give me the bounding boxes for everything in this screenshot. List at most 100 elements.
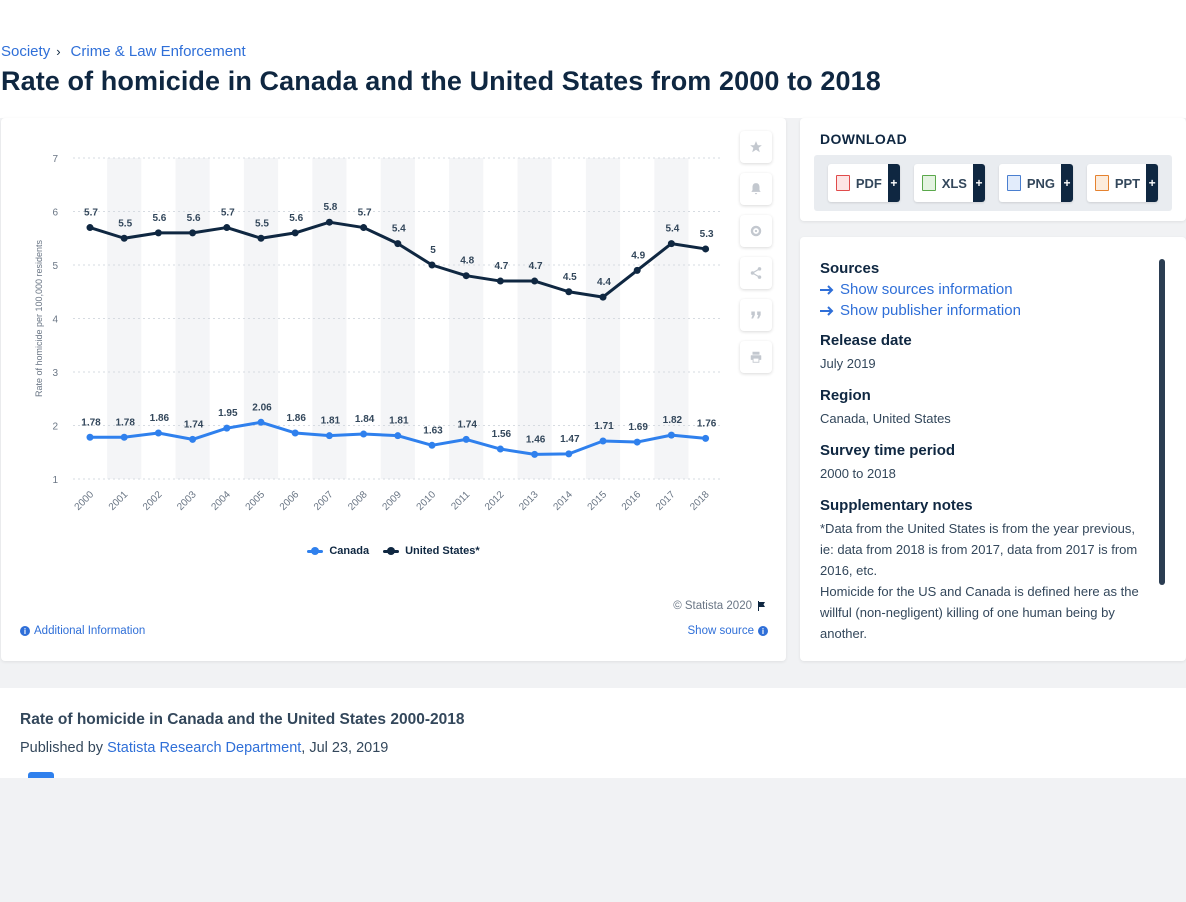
legend-item-canada[interactable]: Canada (307, 545, 369, 557)
flag-icon[interactable] (756, 600, 768, 612)
plus-icon: + (1061, 164, 1073, 202)
data-point-us (428, 261, 436, 269)
show-source-link[interactable]: Show source i (688, 625, 768, 637)
data-label-us: 5.7 (221, 208, 235, 219)
data-label-canada: 1.56 (492, 429, 512, 440)
tab-indicator[interactable] (28, 772, 54, 778)
y-tick-label: 4 (52, 315, 58, 326)
x-tick-label: 2004 (209, 489, 233, 513)
y-tick-label: 3 (52, 368, 58, 379)
data-label-canada: 1.84 (355, 414, 375, 425)
data-label-canada: 1.76 (697, 418, 717, 429)
data-point-canada (667, 431, 675, 439)
data-label-canada: 1.46 (526, 434, 546, 445)
data-point-us (223, 224, 231, 232)
data-point-canada (86, 433, 94, 441)
plus-icon: + (1146, 164, 1159, 202)
data-label-canada: 1.71 (594, 421, 614, 432)
data-label-canada: 1.81 (389, 416, 409, 427)
show-sources-link[interactable]: Show sources information (820, 281, 1150, 298)
download-card: DOWNLOAD PDF + XLS + PNG + PPT + (800, 118, 1186, 221)
data-point-canada (462, 435, 470, 443)
data-label-us: 5.3 (700, 229, 714, 240)
quote-icon[interactable] (740, 299, 772, 331)
data-point-canada (702, 434, 710, 442)
data-label-canada: 1.78 (81, 417, 101, 428)
data-label-us: 5.5 (255, 218, 269, 229)
data-label-us: 4.8 (460, 256, 474, 267)
x-tick-label: 2000 (73, 489, 97, 513)
data-point-canada (120, 433, 128, 441)
download-pdf-button[interactable]: PDF + (827, 164, 900, 202)
data-point-canada (633, 438, 641, 446)
data-point-canada (223, 424, 231, 432)
download-title: DOWNLOAD (820, 131, 908, 147)
line-chart: 1 2 3 4 5 6 7 Rate of homicide per 100,000 resi… (34, 154, 723, 513)
breadcrumb: Society › Crime & Law Enforcement (1, 43, 246, 60)
y-tick-label: 6 (52, 208, 58, 219)
chart-card: 1 2 3 4 5 6 7 Rate of homicide per 100,000 resi… (1, 118, 786, 661)
supplementary-note-2: Homicide for the US and Canada is define… (820, 584, 1139, 641)
data-label-us: 5 (430, 245, 436, 256)
data-point-canada (189, 435, 197, 443)
details-scroll-area[interactable]: Sources Show sources information Show pu… (820, 260, 1150, 643)
y-axis-label: Rate of homicide per 100,000 residents (34, 239, 44, 397)
y-tick-label: 1 (52, 475, 58, 486)
chart-copyright: © Statista 2020 (673, 600, 768, 612)
show-publisher-link[interactable]: Show publisher information (820, 302, 1150, 319)
x-tick-label: 2003 (175, 489, 199, 513)
download-png-button[interactable]: PNG + (998, 164, 1073, 202)
data-label-us: 4.7 (494, 261, 508, 272)
data-point-us (667, 240, 675, 248)
share-icon[interactable] (740, 257, 772, 289)
y-tick-label: 2 (52, 422, 58, 433)
release-date-value: July 2019 (820, 356, 876, 371)
data-label-canada: 1.69 (628, 422, 648, 433)
additional-information-label: Additional Information (34, 625, 146, 637)
region-heading: Region (820, 387, 871, 404)
data-label-us: 5.6 (152, 213, 166, 224)
breadcrumb-item-crime[interactable]: Crime & Law Enforcement (70, 43, 246, 60)
release-date-heading: Release date (820, 332, 912, 349)
details-scrollbar[interactable] (1159, 259, 1165, 585)
png-file-icon (1006, 175, 1021, 191)
data-label-canada: 1.86 (150, 413, 170, 424)
data-point-canada (291, 429, 299, 437)
legend-marker-canada (307, 546, 324, 556)
data-label-canada: 1.86 (286, 413, 306, 424)
gear-icon[interactable] (740, 215, 772, 247)
publisher-link[interactable]: Statista Research Department (107, 740, 302, 756)
data-label-canada: 1.74 (457, 419, 477, 430)
legend-item-us[interactable]: United States* (383, 545, 480, 557)
print-icon[interactable] (740, 341, 772, 373)
info-icon: i (758, 626, 768, 636)
x-tick-label: 2017 (654, 489, 678, 513)
additional-information-link[interactable]: i Additional Information (20, 625, 145, 637)
download-xls-label: XLS (941, 175, 967, 191)
data-point-canada (360, 430, 368, 438)
bell-icon[interactable] (740, 173, 772, 205)
breadcrumb-item-society[interactable]: Society (1, 43, 51, 60)
data-point-us (257, 234, 265, 242)
legend-label-us: United States* (405, 545, 480, 557)
statistic-summary: Rate of homicide in Canada and the Unite… (0, 688, 1186, 778)
x-tick-label: 2006 (278, 489, 302, 513)
x-tick-label: 2001 (107, 489, 131, 513)
data-point-us (702, 245, 710, 253)
supplementary-note-1: *Data from the United States is from the… (820, 521, 1138, 578)
download-xls-button[interactable]: XLS + (913, 164, 985, 202)
survey-period-value: 2000 to 2018 (820, 466, 896, 481)
data-point-us (120, 234, 128, 242)
star-icon[interactable] (740, 131, 772, 163)
info-icon: i (20, 626, 30, 636)
data-point-us (565, 288, 573, 296)
data-point-us (531, 277, 539, 285)
y-tick-label: 7 (52, 154, 58, 165)
download-ppt-button[interactable]: PPT + (1086, 164, 1159, 202)
data-label-us: 5.4 (392, 224, 406, 235)
statistic-title: Rate of homicide in Canada and the Unite… (20, 711, 465, 728)
data-label-us: 4.7 (529, 261, 543, 272)
show-sources-label: Show sources information (840, 281, 1013, 298)
statistic-details-card: Sources Show sources information Show pu… (800, 237, 1186, 661)
data-point-us (86, 224, 94, 232)
